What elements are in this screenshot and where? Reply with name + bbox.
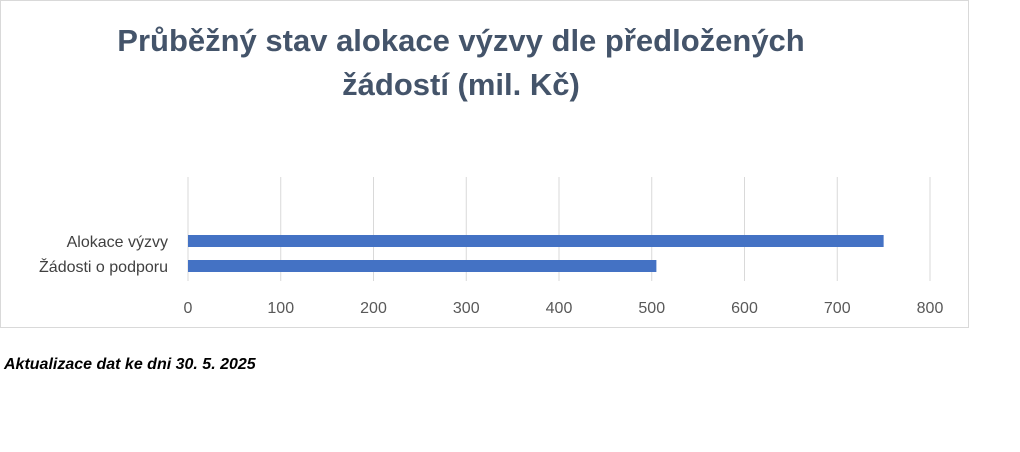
chart-title: Průběžný stav alokace výzvy dle předlože… <box>61 19 861 107</box>
chart-title-line1: Průběžný stav alokace výzvy dle předlože… <box>117 23 805 58</box>
x-tick-label: 100 <box>267 300 294 317</box>
x-tick-label: 0 <box>184 300 193 317</box>
x-tick-label: 400 <box>546 300 573 317</box>
chart-title-line2: žádostí (mil. Kč) <box>342 67 580 102</box>
footnote-update-date: Aktualizace dat ke dni 30. 5. 2025 <box>4 356 256 373</box>
bar <box>188 235 884 247</box>
x-tick-label: 800 <box>917 300 944 317</box>
x-tick-label: 300 <box>453 300 480 317</box>
x-tick-label: 600 <box>731 300 758 317</box>
bar-chart: 0 100 200 300 400 500 600 700 800 Alokace výzvy Žá… <box>39 177 944 317</box>
x-tick-label: 700 <box>824 300 851 317</box>
x-tick-label: 200 <box>360 300 387 317</box>
chart-frame: Průběžný stav alokace výzvy dle předlože… <box>0 0 969 328</box>
category-label: Alokace výzvy <box>67 234 168 251</box>
x-tick-label: 500 <box>638 300 665 317</box>
bar <box>188 260 657 272</box>
category-label: Žádosti o podporu <box>39 257 168 276</box>
